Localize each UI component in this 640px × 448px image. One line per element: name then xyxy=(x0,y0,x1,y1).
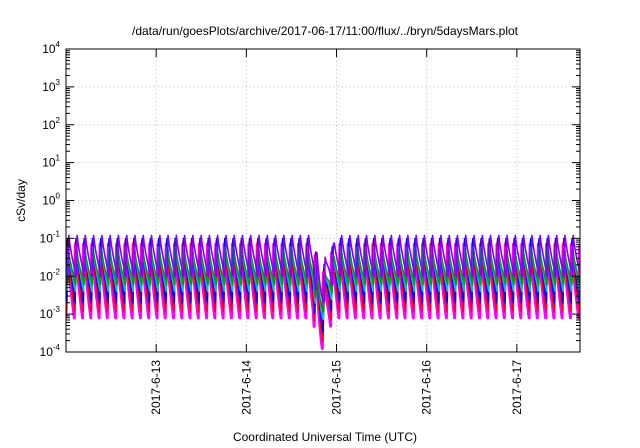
y-axis-label: cSv/day xyxy=(14,179,28,222)
x-tick-label: 2017-6-14 xyxy=(239,360,253,415)
y-tick-label: 10-4 xyxy=(40,343,61,359)
y-tick-label: 100 xyxy=(42,192,60,208)
series-line xyxy=(66,240,580,342)
x-axis-label: Coordinated Universal Time (UTC) xyxy=(233,430,417,444)
y-tick-label: 10-1 xyxy=(40,229,61,245)
chart-title: /data/run/goesPlots/archive/2017-06-17/1… xyxy=(132,24,519,38)
y-tick-label: 10-2 xyxy=(40,267,61,283)
y-tick-label: 102 xyxy=(42,116,60,132)
x-tick-label: 2017-6-16 xyxy=(420,360,434,415)
x-tick-label: 2017-6-17 xyxy=(510,360,524,415)
x-tick-label: 2017-6-13 xyxy=(149,360,163,415)
series-line xyxy=(67,234,580,303)
x-tick-label: 2017-6-15 xyxy=(330,360,344,415)
series-line xyxy=(66,249,580,313)
y-tick-label: 101 xyxy=(42,154,60,170)
data-series xyxy=(66,234,580,350)
x-axis: 2017-6-13 2017-6-14 2017-6-15 2017-6-16 2017… xyxy=(149,49,524,415)
y-tick-label: 10-3 xyxy=(40,305,61,321)
y-tick-label: 104 xyxy=(42,40,60,56)
y-tick-label: 103 xyxy=(42,78,60,94)
y-axis: 10-4 10-3 10-2 10-1 100 101 102 103 104 xyxy=(40,40,580,359)
